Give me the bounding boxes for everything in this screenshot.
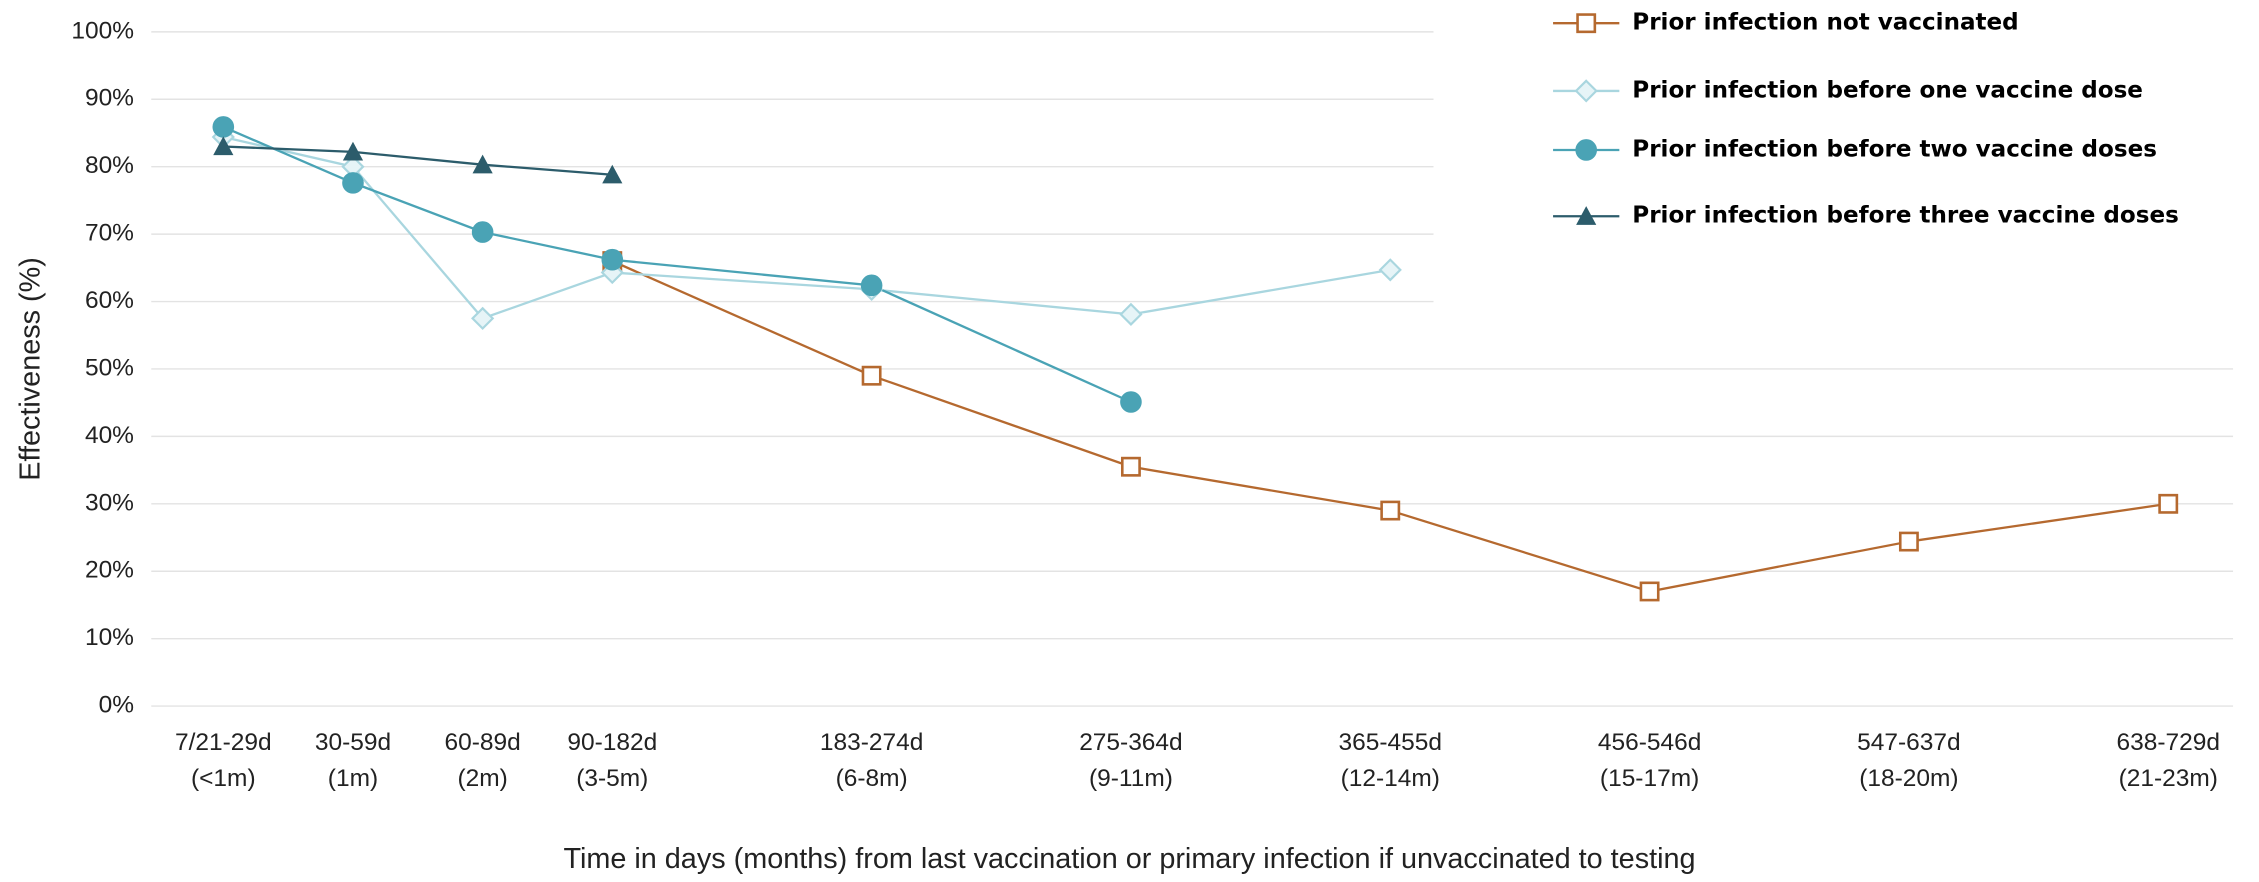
marker: [1639, 581, 1660, 602]
x-tick-label: (12-14m): [1341, 765, 1440, 792]
legend-label: Prior infection not vaccinated: [1632, 10, 2018, 36]
x-tick-label: 90-182d: [567, 729, 657, 756]
x-tick-label: 183-274d: [820, 729, 923, 756]
x-tick-label: 60-89d: [445, 729, 521, 756]
x-tick-label: 365-455d: [1339, 729, 1442, 756]
y-tick-label: 80%: [85, 152, 134, 179]
legend-marker: [1575, 139, 1598, 161]
series-line: [223, 145, 613, 176]
y-tick-label: 20%: [85, 557, 134, 584]
x-tick-label: (3-5m): [576, 765, 648, 792]
x-tick-label: 547-637d: [1857, 729, 1960, 756]
legend-background: [1433, 0, 2259, 332]
marker: [1378, 258, 1402, 282]
y-tick-label: 0%: [99, 692, 134, 719]
y-tick-label: 70%: [85, 220, 134, 247]
marker: [1119, 302, 1143, 326]
x-tick-label: 30-59d: [315, 729, 391, 756]
marker: [471, 221, 494, 243]
marker: [212, 116, 235, 138]
y-tick-label: 30%: [85, 489, 134, 516]
y-axis-label: Effectiveness (%): [14, 257, 46, 481]
marker: [1120, 391, 1142, 413]
legend-label: Prior infection before two vaccine doses: [1632, 136, 2157, 162]
series-line: [223, 135, 1391, 320]
x-tick-label: (1m): [328, 765, 378, 792]
x-tick-label: (15-17m): [1600, 765, 1699, 792]
y-tick-label: 10%: [85, 624, 134, 651]
x-tick-label: (<1m): [191, 765, 256, 792]
legend: Prior infection not vaccinated Prior infe…: [1433, 0, 2259, 332]
marker: [213, 136, 234, 156]
x-tick-label: 7/21-29d: [175, 729, 272, 756]
y-tick-label: 50%: [85, 354, 134, 381]
y-tick-label: 40%: [85, 422, 134, 449]
marker: [1120, 456, 1141, 477]
x-tick-label: (6-8m): [836, 765, 908, 792]
marker: [860, 274, 883, 297]
x-axis-label: Time in days (months) from last vaccinat…: [563, 843, 1695, 875]
marker: [342, 172, 364, 194]
marker: [1380, 500, 1401, 521]
x-tick-label: (9-11m): [1089, 765, 1173, 792]
legend-marker: [1574, 79, 1598, 103]
x-tick-label: 638-729d: [2116, 729, 2219, 756]
legend-label: Prior infection before three vaccine dos…: [1632, 203, 2179, 229]
marker: [342, 141, 364, 161]
marker: [861, 365, 882, 386]
marker: [472, 154, 493, 174]
x-tick-label: 456-546d: [1598, 729, 1701, 756]
legend-label: Prior infection before one vaccine dose: [1632, 77, 2143, 103]
y-tick-label: 90%: [85, 85, 134, 112]
legend-marker: [1576, 206, 1597, 225]
marker: [1898, 531, 1919, 552]
marker: [471, 306, 495, 331]
series-line: [222, 125, 1132, 404]
marker: [601, 248, 624, 271]
x-tick-label: 275-364d: [1079, 729, 1182, 756]
x-tick-label: (21-23m): [2119, 765, 2218, 792]
y-tick-label: 100%: [71, 17, 134, 44]
x-tick-label: (18-20m): [1859, 765, 1958, 792]
y-tick-label: 60%: [85, 287, 134, 314]
marker: [2158, 493, 2179, 514]
legend-marker: [1576, 13, 1597, 34]
x-tick-label: (2m): [457, 765, 507, 792]
marker: [602, 164, 623, 184]
